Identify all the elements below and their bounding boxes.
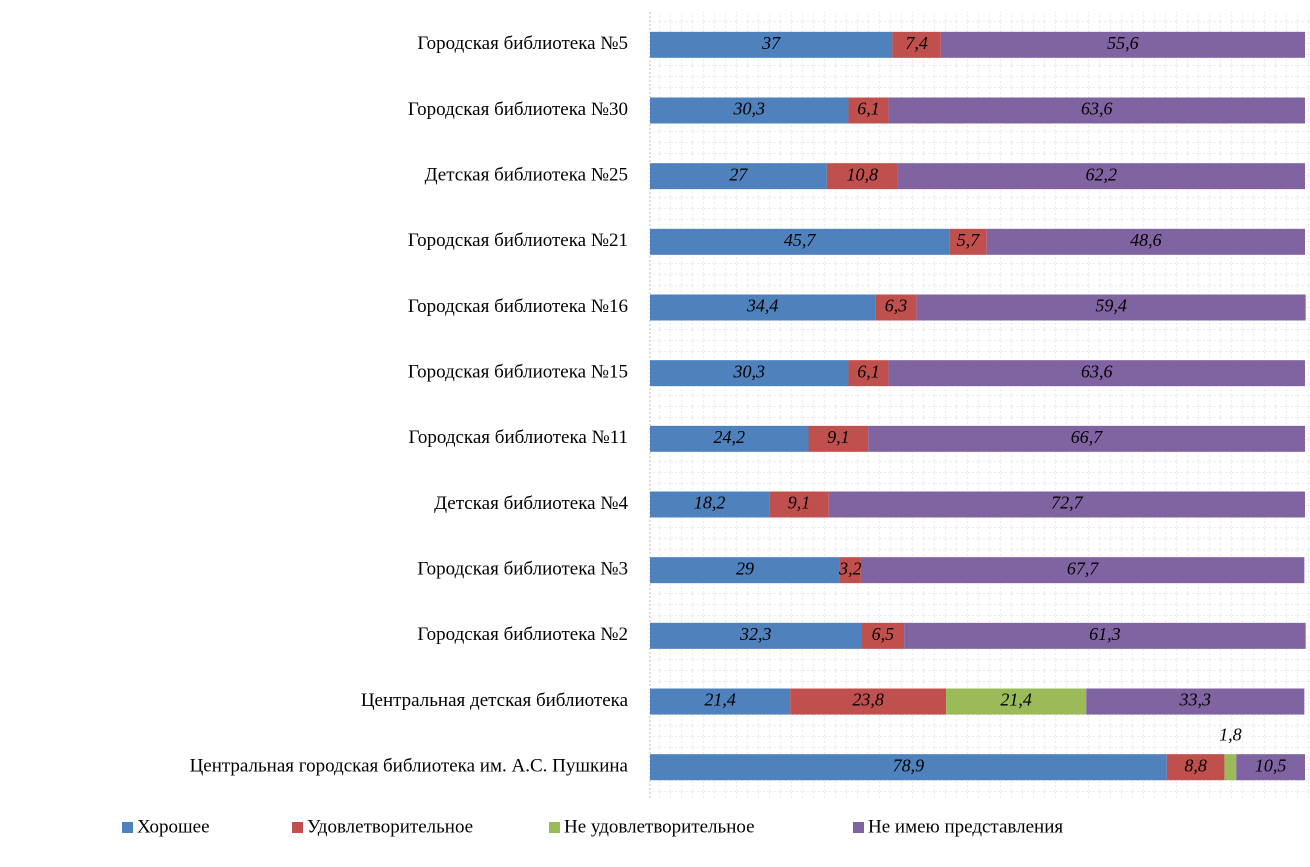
value-label: 1,8 — [1219, 724, 1242, 744]
bar-segment — [839, 557, 861, 584]
value-label: 21,4 — [1000, 690, 1032, 710]
category-label: Городская библиотека №11 — [409, 427, 628, 448]
bar-segment — [826, 163, 898, 190]
bar-segment — [848, 360, 889, 387]
legend-label: Не имею представления — [868, 816, 1063, 837]
value-label: 10,5 — [1255, 755, 1287, 775]
category-label: Городская библиотека №2 — [417, 624, 628, 645]
value-label: 48,6 — [1130, 230, 1162, 250]
value-label: 8,8 — [1184, 755, 1207, 775]
category-label: Центральная городская библиотека им. А.С… — [190, 756, 629, 777]
bar-segment — [650, 360, 849, 387]
value-label: 63,6 — [1081, 361, 1113, 381]
value-label: 34,4 — [746, 296, 779, 316]
bar-segment — [916, 294, 1306, 321]
bar-segment — [808, 425, 869, 452]
value-label: 66,7 — [1071, 427, 1104, 447]
legend-label: Удовлетворительное — [307, 816, 473, 837]
value-label: 37 — [761, 33, 781, 53]
value-label: 61,3 — [1089, 624, 1121, 644]
value-label: 63,6 — [1081, 99, 1113, 119]
value-label: 6,3 — [885, 296, 908, 316]
value-label: 5,7 — [957, 230, 981, 250]
bar-segment — [650, 228, 950, 255]
value-label: 67,7 — [1067, 558, 1100, 578]
bar-segment — [650, 97, 849, 124]
bar-segment — [888, 97, 1305, 124]
bar-segment — [1224, 754, 1237, 781]
value-label: 10,8 — [846, 164, 878, 184]
value-label: 24,2 — [714, 427, 746, 447]
legend-label: Не удовлетворительное — [564, 816, 755, 837]
category-label: Центральная детская библиотека — [361, 690, 629, 711]
bar-segment — [888, 360, 1305, 387]
bar-segment — [769, 491, 829, 518]
bar-segment — [650, 557, 840, 584]
value-label: 6,5 — [872, 624, 895, 644]
value-label: 78,9 — [893, 755, 925, 775]
value-label: 30,3 — [732, 99, 765, 119]
value-label: 27 — [729, 164, 748, 184]
value-label: 6,1 — [857, 361, 880, 381]
bar-segment — [790, 688, 947, 715]
category-label: Городская библиотека №15 — [408, 362, 628, 383]
bar-segment — [848, 97, 889, 124]
value-label: 33,3 — [1179, 690, 1212, 710]
bar-segment — [650, 163, 827, 190]
legend-label: Хорошее — [137, 816, 210, 837]
bar-segment — [650, 754, 1167, 781]
category-label: Городская библиотека №16 — [408, 296, 628, 317]
category-label: Детская библиотека №25 — [425, 165, 628, 186]
category-label: Городская библиотека №30 — [408, 99, 628, 120]
value-label: 62,2 — [1086, 164, 1118, 184]
value-label: 23,8 — [852, 690, 884, 710]
bar-segment — [650, 688, 791, 715]
value-label: 55,6 — [1107, 33, 1139, 53]
bar-segment — [1086, 688, 1305, 715]
value-label: 72,7 — [1051, 493, 1084, 513]
value-label: 3,2 — [838, 558, 862, 578]
bar-segment — [897, 163, 1305, 190]
category-label: Городская библиотека №21 — [408, 230, 628, 251]
value-label: 18,2 — [694, 493, 726, 513]
bar-segment — [861, 622, 905, 649]
bar-segment — [868, 425, 1305, 452]
grid — [650, 12, 1310, 800]
value-label: 21,4 — [704, 690, 736, 710]
bar-segment — [828, 491, 1305, 518]
bar-segment — [986, 228, 1305, 255]
category-label: Детская библиотека №4 — [434, 493, 628, 514]
legend-swatch — [549, 822, 560, 833]
bar-segment — [940, 31, 1305, 58]
bar-segment — [875, 294, 917, 321]
bar-segment — [650, 31, 893, 58]
category-label: Городская библиотека №5 — [417, 33, 628, 54]
bar-segment — [650, 425, 809, 452]
value-label: 9,1 — [788, 493, 811, 513]
value-label: 9,1 — [827, 427, 850, 447]
bar-segment — [1236, 754, 1305, 781]
bar-segment — [946, 688, 1087, 715]
bar-segment — [650, 294, 876, 321]
value-label: 30,3 — [732, 361, 765, 381]
value-label: 45,7 — [784, 230, 817, 250]
bar-segment — [860, 557, 1305, 584]
legend-swatch — [292, 822, 303, 833]
bar-segment — [1166, 754, 1225, 781]
value-label: 7,4 — [905, 33, 928, 53]
bar-segment — [892, 31, 941, 58]
legend-swatch — [122, 822, 133, 833]
value-label: 32,3 — [739, 624, 772, 644]
bar-segment — [904, 622, 1306, 649]
bar-segment — [949, 228, 987, 255]
legend-swatch — [853, 822, 864, 833]
category-label: Городская библиотека №3 — [417, 559, 628, 580]
value-label: 59,4 — [1095, 296, 1127, 316]
bar-segment — [650, 491, 770, 518]
value-label: 6,1 — [857, 99, 880, 119]
bar-segment — [650, 622, 862, 649]
value-label: 29 — [736, 558, 754, 578]
